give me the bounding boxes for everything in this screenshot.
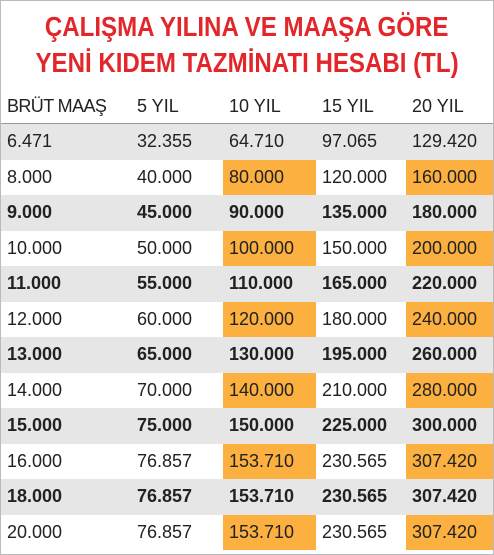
table-cell: 153.710 bbox=[223, 443, 316, 479]
table-cell: 150.000 bbox=[322, 237, 388, 258]
table-cell: 307.420 bbox=[406, 443, 493, 479]
table-row: 11.000 55.000 110.000 165.000 220.000 bbox=[1, 266, 493, 302]
table-cell: 140.000 bbox=[223, 372, 316, 408]
table-cell: 230.565 bbox=[322, 521, 388, 542]
title: ÇALIŞMA YILINA VE MAAŞA GÖRE YENİ KIDEM … bbox=[1, 1, 493, 89]
table-cell: 13.000 bbox=[1, 337, 131, 373]
table-row: 20.000 76.857 153.710 230.565 307.420 bbox=[1, 514, 493, 550]
table-cell: 18.000 bbox=[1, 479, 131, 515]
table-cell: 9.000 bbox=[1, 195, 131, 231]
table-cell: 135.000 bbox=[316, 195, 406, 231]
title-line: ÇALIŞMA YILINA VE MAAŞA GÖRE bbox=[45, 11, 449, 42]
table: BRÜT MAAŞ 5 YIL 10 YIL 15 YIL 20 YIL 6.471 32… bbox=[1, 89, 493, 550]
table-cell: 12.000 bbox=[7, 308, 63, 329]
table-cell: 129.420 bbox=[406, 123, 493, 160]
table-cell: 40.000 bbox=[137, 166, 193, 187]
table-cell: 307.420 bbox=[406, 514, 493, 550]
column-header: 15 YIL bbox=[316, 89, 406, 124]
table-row: 8.000 40.000 80.000 120.000 160.000 bbox=[1, 159, 493, 195]
table-cell: 45.000 bbox=[131, 195, 223, 231]
table-cell: 200.000 bbox=[406, 230, 493, 266]
table-cell: 70.000 bbox=[137, 379, 193, 400]
table-row: 14.000 70.000 140.000 210.000 280.000 bbox=[1, 372, 493, 408]
table-cell: 11.000 bbox=[1, 266, 131, 302]
table-cell: 20.000 bbox=[7, 521, 63, 542]
table-cell: 180.000 bbox=[322, 308, 388, 329]
table-cell: 260.000 bbox=[406, 337, 493, 373]
table-row: 15.000 75.000 150.000 225.000 300.000 bbox=[1, 408, 493, 444]
table-cell: 153.710 bbox=[223, 514, 316, 550]
table-cell: 76.857 bbox=[137, 521, 193, 542]
column-header: 10 YIL bbox=[223, 89, 316, 124]
table-cell: 16.000 bbox=[7, 450, 63, 471]
table-cell: 110.000 bbox=[223, 266, 316, 302]
table-cell: 210.000 bbox=[322, 379, 388, 400]
table-cell: 97.065 bbox=[316, 123, 406, 160]
table-cell: 130.000 bbox=[223, 337, 316, 373]
table-cell: 280.000 bbox=[406, 372, 493, 408]
table-cell: 10.000 bbox=[7, 237, 63, 258]
table-cell: 50.000 bbox=[137, 237, 193, 258]
table-cell: 230.565 bbox=[316, 479, 406, 515]
table-cell: 230.565 bbox=[322, 450, 388, 471]
table-cell: 165.000 bbox=[316, 266, 406, 302]
header-row: BRÜT MAAŞ 5 YIL 10 YIL 15 YIL 20 YIL bbox=[1, 89, 493, 124]
table-cell: 180.000 bbox=[406, 195, 493, 231]
table-cell: 76.857 bbox=[131, 479, 223, 515]
table-row: 13.000 65.000 130.000 195.000 260.000 bbox=[1, 337, 493, 373]
table-cell: 80.000 bbox=[223, 159, 316, 195]
table-cell: 150.000 bbox=[223, 408, 316, 444]
column-header: 20 YIL bbox=[406, 89, 493, 124]
table-cell: 65.000 bbox=[131, 337, 223, 373]
table-row: 18.000 76.857 153.710 230.565 307.420 bbox=[1, 479, 493, 515]
table-cell: 195.000 bbox=[316, 337, 406, 373]
column-header: BRÜT MAAŞ bbox=[1, 89, 131, 124]
table-cell: 153.710 bbox=[223, 479, 316, 515]
table-cell: 120.000 bbox=[322, 166, 388, 187]
table-cell: 15.000 bbox=[1, 408, 131, 444]
table-cell: 64.710 bbox=[223, 123, 316, 160]
table-cell: 307.420 bbox=[406, 479, 493, 515]
table-row: 9.000 45.000 90.000 135.000 180.000 bbox=[1, 195, 493, 231]
table-cell: 14.000 bbox=[7, 379, 63, 400]
table-cell: 32.355 bbox=[131, 123, 223, 160]
table-cell: 8.000 bbox=[7, 166, 53, 187]
table-cell: 300.000 bbox=[406, 408, 493, 444]
table-cell: 160.000 bbox=[406, 159, 493, 195]
table-cell: 120.000 bbox=[223, 301, 316, 337]
table-row: 6.471 32.355 64.710 97.065 129.420 bbox=[1, 123, 493, 160]
table-row: 16.000 76.857 153.710 230.565 307.420 bbox=[1, 443, 493, 479]
column-header: 5 YIL bbox=[131, 89, 223, 124]
table-cell: 240.000 bbox=[406, 301, 493, 337]
table-cell: 76.857 bbox=[137, 450, 193, 471]
table-row: 10.000 50.000 100.000 150.000 200.000 bbox=[1, 230, 493, 266]
table-cell: 55.000 bbox=[131, 266, 223, 302]
table-cell: 225.000 bbox=[316, 408, 406, 444]
table-cell: 75.000 bbox=[131, 408, 223, 444]
table-cell: 100.000 bbox=[223, 230, 316, 266]
table-row: 12.000 60.000 120.000 180.000 240.000 bbox=[1, 301, 493, 337]
table-cell: 90.000 bbox=[223, 195, 316, 231]
table-cell: 220.000 bbox=[406, 266, 493, 302]
title-line: YENİ KIDEM TAZMİNATI HESABI (TL) bbox=[35, 47, 459, 78]
table-cell: 60.000 bbox=[137, 308, 193, 329]
table-cell: 6.471 bbox=[1, 123, 131, 160]
